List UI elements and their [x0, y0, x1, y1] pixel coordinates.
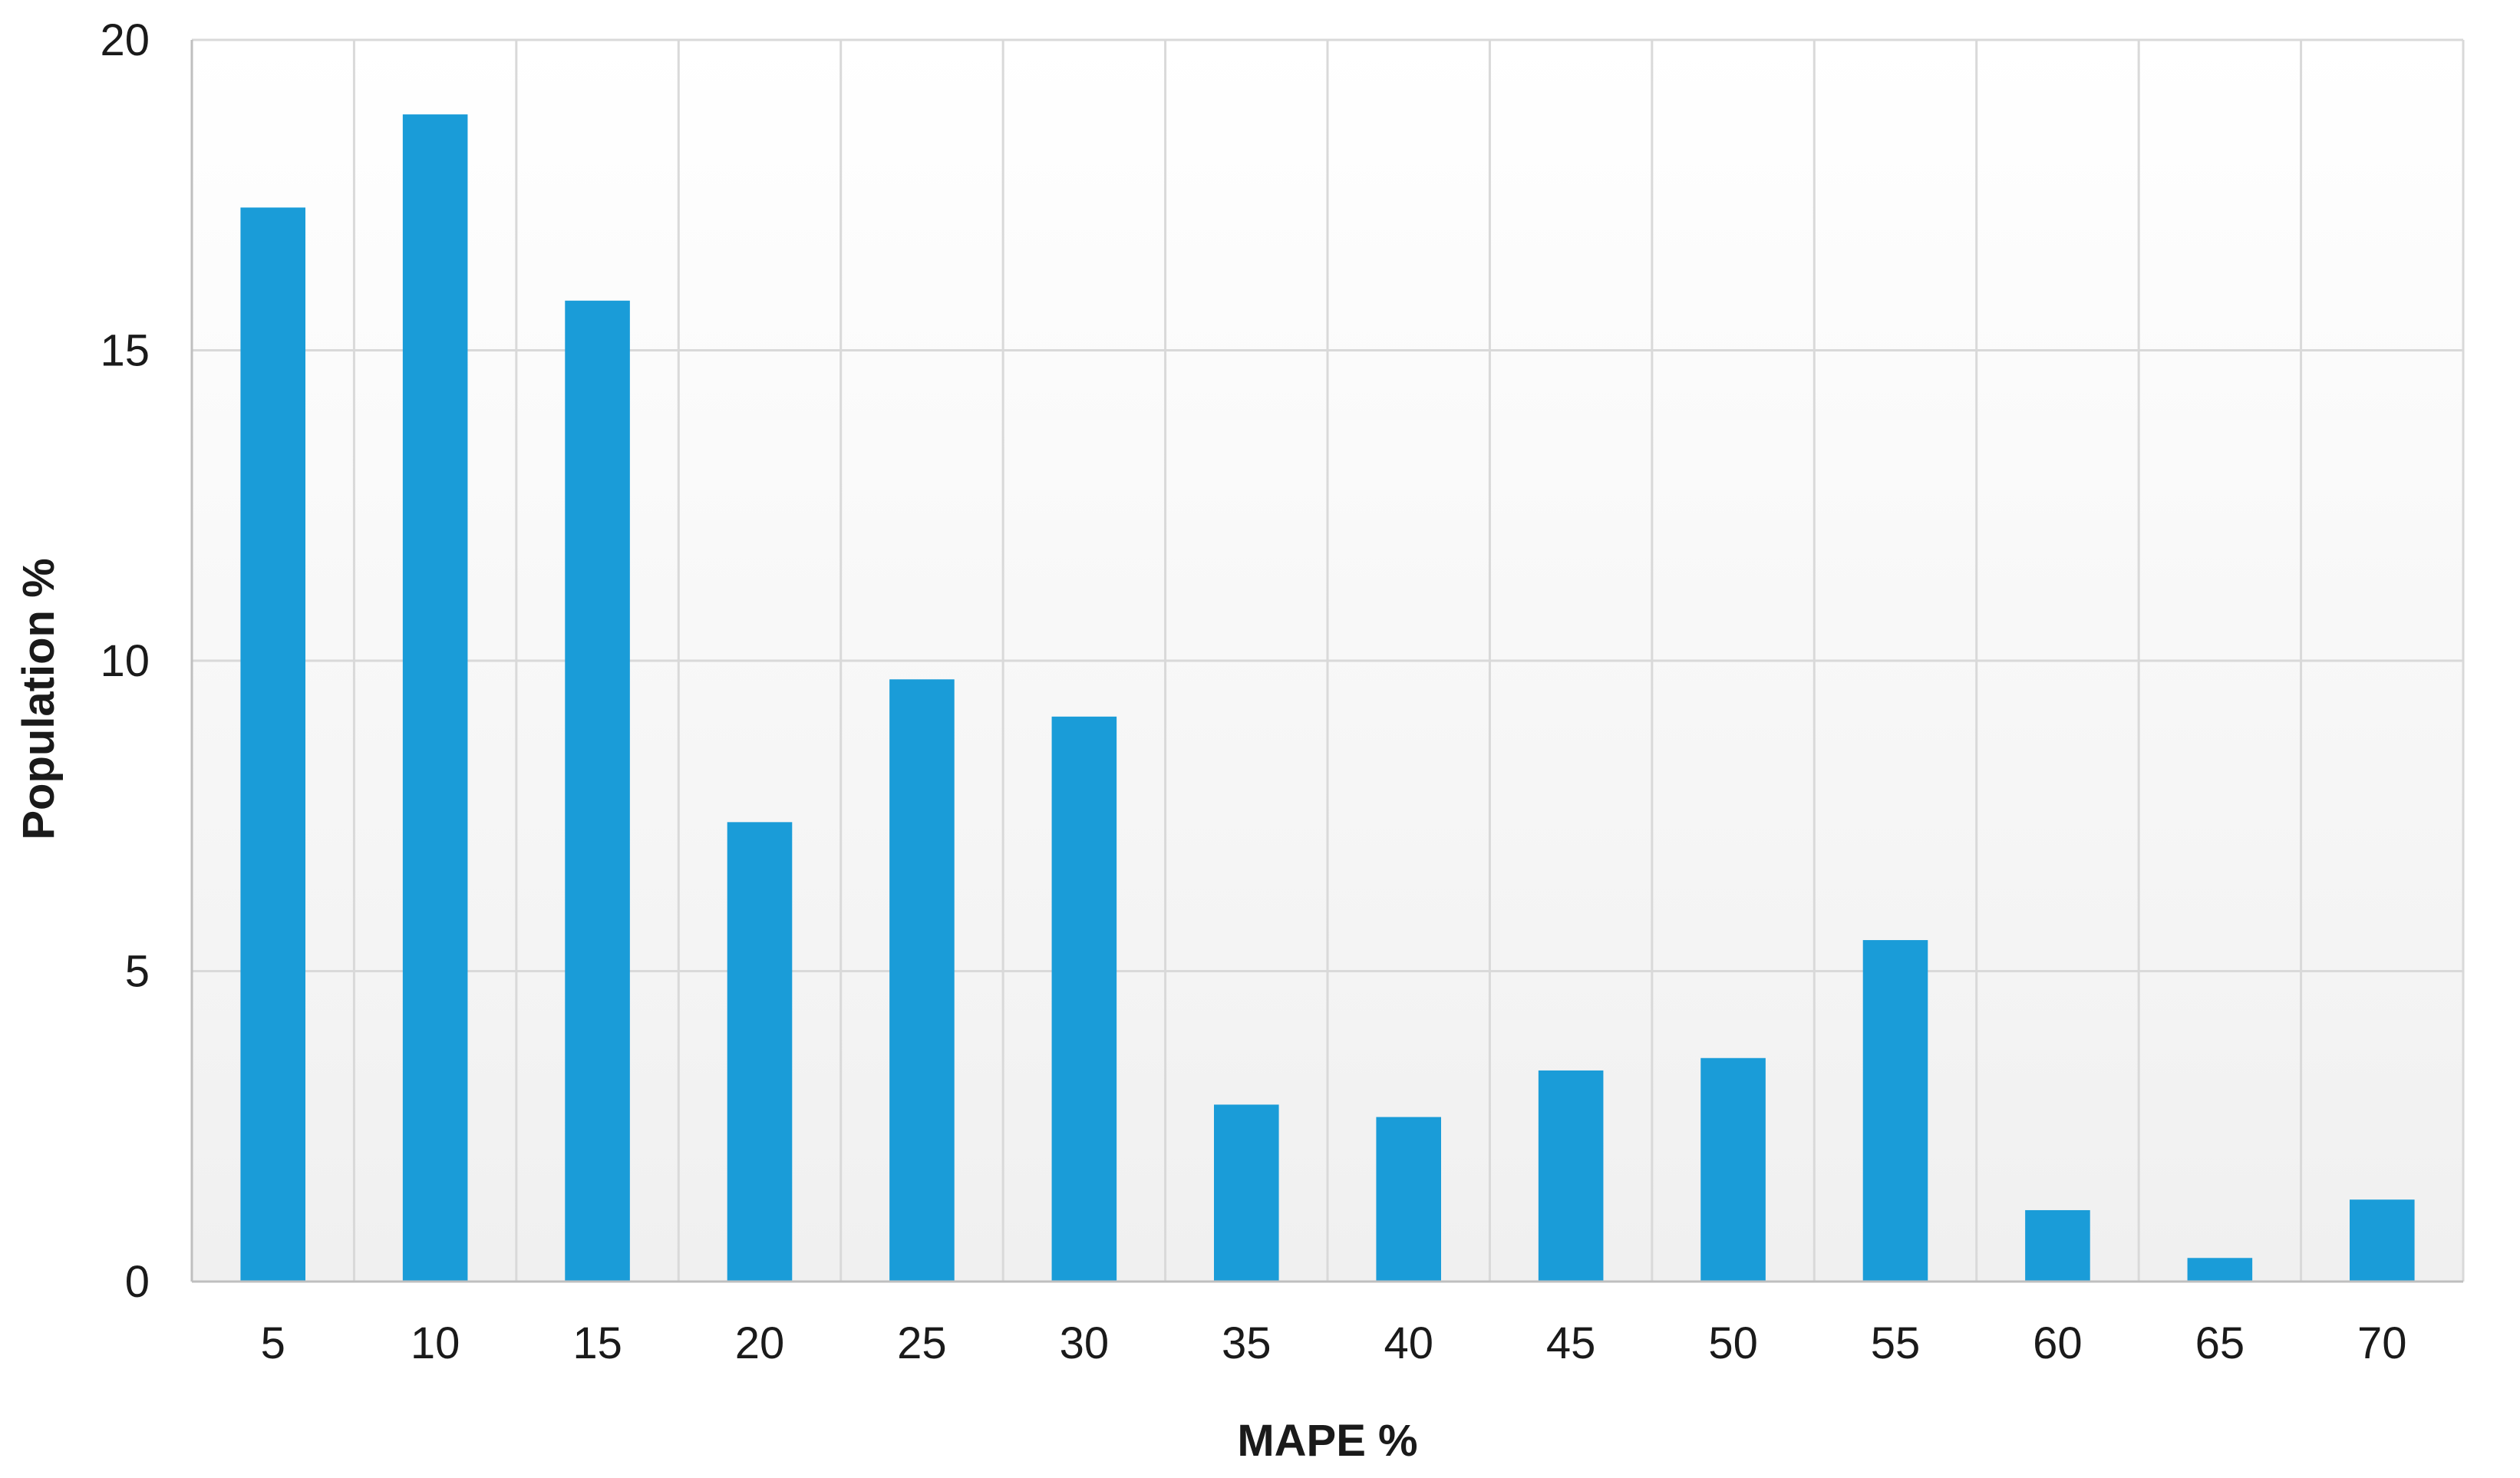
bar-45	[1538, 1070, 1604, 1282]
x-tick-label: 35	[1222, 1318, 1272, 1368]
x-tick-label: 20	[735, 1318, 785, 1368]
bar-55	[1862, 940, 1928, 1282]
y-tick-label: 20	[100, 15, 150, 65]
x-tick-label: 50	[1708, 1318, 1758, 1368]
bar-50	[1700, 1057, 1766, 1282]
bar-65	[2187, 1258, 2253, 1282]
x-tick-label: 60	[2033, 1318, 2083, 1368]
x-tick-label: 25	[897, 1318, 947, 1368]
bar-30	[1051, 716, 1117, 1282]
x-axis-title: MAPE %	[1237, 1416, 1417, 1466]
axes	[190, 40, 2463, 1283]
bar-60	[2025, 1209, 2090, 1282]
x-tick-label: 45	[1546, 1318, 1596, 1368]
y-tick-label: 0	[125, 1257, 150, 1307]
y-tick-label: 5	[125, 947, 150, 997]
bars	[240, 114, 2415, 1282]
y-tick-label: 15	[100, 326, 150, 376]
x-tick-label: 30	[1060, 1318, 1110, 1368]
x-tick-label: 5	[261, 1318, 285, 1368]
x-tick-label: 15	[572, 1318, 622, 1368]
bar-35	[1214, 1104, 1279, 1282]
bar-70	[2350, 1199, 2415, 1282]
y-axis-title: Population %	[14, 558, 64, 840]
y-tick-label: 10	[100, 636, 150, 686]
bar-10	[402, 114, 468, 1282]
x-tick-label: 40	[1384, 1318, 1433, 1368]
bar-20	[727, 822, 793, 1282]
bar-25	[889, 679, 955, 1282]
x-tick-label: 10	[411, 1318, 460, 1368]
x-tick-label: 65	[2195, 1318, 2245, 1368]
bar-15	[565, 300, 630, 1282]
x-tick-label: 70	[2357, 1318, 2407, 1368]
bar-40	[1376, 1117, 1441, 1282]
tick-labels: 0 5 10 15 20 5 10 15 20 25 30 35 40 45 50 55 60 65 70	[100, 15, 2406, 1368]
bar-5	[240, 207, 305, 1282]
x-tick-label: 55	[1871, 1318, 1921, 1368]
